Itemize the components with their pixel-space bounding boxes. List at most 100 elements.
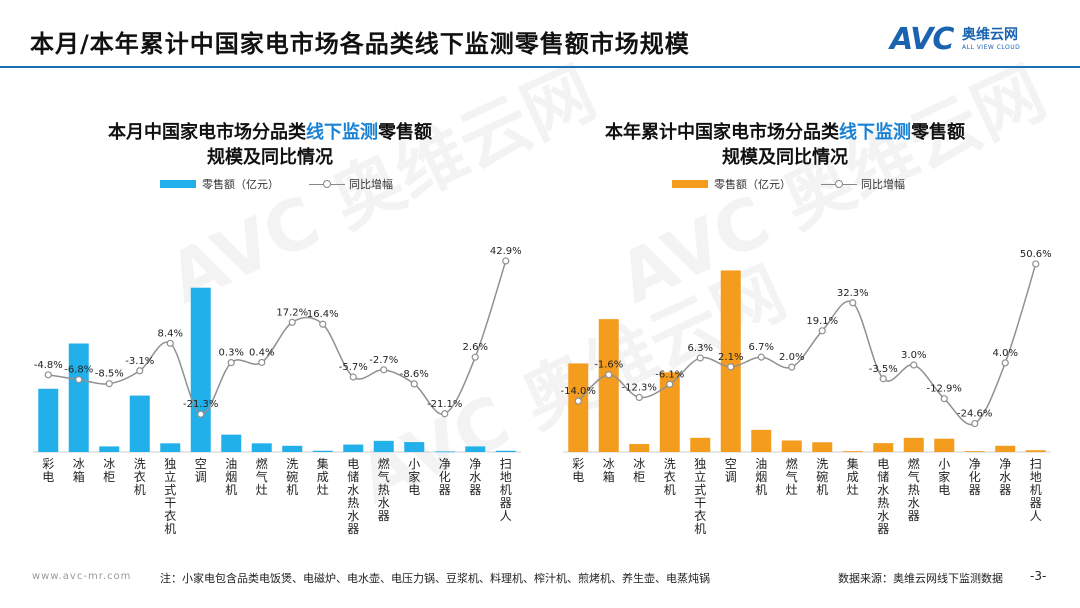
right-category-label: 电储水热水器	[877, 457, 889, 536]
header-rule	[0, 66, 1080, 68]
right-bar	[812, 442, 833, 452]
right-growth-point	[788, 363, 796, 371]
right-bar	[598, 319, 619, 452]
right-category-label: 净水器	[999, 457, 1011, 497]
right-growth-label: 2.0%	[779, 352, 804, 363]
right-chart-title: 本年累计中国家电市场分品类线下监测零售额 规模及同比情况	[570, 120, 1000, 170]
right-growth-label: 6.3%	[688, 343, 713, 354]
right-bar	[995, 445, 1016, 452]
right-category-label: 净化器	[969, 457, 981, 497]
right-bar	[1025, 450, 1046, 452]
left-growth-label: 8.4%	[158, 328, 183, 339]
left-category-label: 空调	[195, 457, 207, 484]
left-growth-label: -2.7%	[369, 355, 398, 366]
left-category-label: 冰箱	[73, 457, 85, 484]
left-growth-point	[410, 380, 418, 388]
left-growth-label: -21.3%	[183, 399, 218, 410]
right-category-label: 冰柜	[633, 457, 645, 484]
left-category-label: 小家电	[408, 457, 420, 497]
right-growth-label: -3.5%	[869, 364, 898, 375]
left-growth-label: 17.2%	[276, 307, 308, 318]
left-bar	[495, 450, 516, 452]
left-growth-point	[349, 373, 357, 381]
right-bar	[629, 444, 650, 452]
right-growth-label: 19.1%	[806, 316, 838, 327]
left-growth-point	[75, 376, 83, 384]
page-title: 本月/本年累计中国家电市场各品类线下监测零售额市场规模	[30, 30, 690, 58]
left-category-label: 彩电	[42, 457, 54, 484]
left-category-label: 冰柜	[103, 457, 115, 484]
right-bar	[751, 429, 772, 452]
right-growth-label: -14.0%	[561, 386, 596, 397]
right-growth-point	[666, 380, 674, 388]
right-growth-point	[849, 299, 857, 307]
right-title-suffix: 零售额	[911, 122, 965, 143]
left-growth-label: -8.5%	[95, 369, 124, 380]
left-bar	[434, 451, 455, 453]
left-title-line2: 规模及同比情况	[207, 147, 333, 168]
left-category-label: 净水器	[469, 457, 481, 497]
right-growth-label: 4.0%	[993, 348, 1018, 359]
left-growth-label: 0.4%	[249, 347, 274, 358]
right-growth-label: 6.7%	[749, 342, 774, 353]
left-growth-point	[136, 367, 144, 375]
left-bar	[190, 287, 211, 452]
right-bar	[659, 372, 680, 452]
left-growth-line	[48, 260, 507, 415]
right-bar	[842, 451, 863, 452]
right-bar	[934, 438, 955, 452]
left-bar	[312, 450, 333, 452]
right-title-line2: 规模及同比情况	[722, 147, 848, 168]
left-legend-line-swatch	[309, 179, 345, 189]
right-bar	[781, 440, 802, 452]
left-category-label: 独立式干衣机	[164, 457, 176, 536]
left-category-label: 扫地机器人	[500, 457, 512, 523]
left-bar	[99, 446, 120, 452]
left-title-suffix: 零售额	[378, 122, 432, 143]
right-bar	[720, 270, 741, 452]
right-category-label: 洗衣机	[664, 457, 676, 497]
right-growth-point	[971, 419, 979, 428]
left-growth-label: 16.4%	[307, 309, 339, 320]
left-bar	[343, 444, 364, 452]
right-growth-point	[1001, 359, 1009, 367]
left-bar	[129, 395, 150, 452]
footer-url: www.avc-mr.com	[32, 571, 132, 582]
right-growth-point	[605, 371, 613, 379]
right-bar	[903, 437, 924, 452]
left-category-label: 油烟机	[225, 457, 237, 497]
left-bar	[68, 343, 89, 452]
page-number: -3-	[1030, 569, 1047, 583]
right-category-label: 燃气灶	[786, 456, 798, 497]
right-bar	[690, 437, 711, 452]
left-growth-label: -21.1%	[427, 399, 462, 410]
right-growth-point	[635, 393, 643, 402]
left-chart-title: 本月中国家电市场分品类线下监测零售额 规模及同比情况	[60, 120, 480, 170]
left-growth-point	[441, 410, 449, 418]
right-growth-point	[574, 397, 582, 405]
left-growth-point	[380, 366, 388, 374]
right-legend-bar-label: 零售额（亿元）	[714, 178, 791, 191]
left-growth-point	[471, 353, 479, 361]
right-growth-point	[757, 353, 765, 361]
left-growth-point	[227, 359, 235, 367]
left-legend: 零售额（亿元） 同比增幅	[160, 176, 393, 192]
right-legend: 零售额（亿元） 同比增幅	[672, 176, 905, 192]
left-growth-point	[166, 339, 174, 347]
right-growth-line	[577, 263, 1037, 426]
right-category-label: 扫地机器人	[1030, 457, 1042, 523]
right-legend-bar-swatch	[672, 180, 708, 188]
left-category-label: 电储水热水器	[347, 457, 359, 536]
right-category-label: 独立式干衣机	[694, 457, 706, 536]
left-legend-line-label: 同比增幅	[349, 178, 393, 191]
left-category-label: 集成灶	[317, 456, 329, 497]
right-growth-label: -12.9%	[927, 384, 962, 395]
right-growth-label: -6.1%	[655, 369, 684, 380]
right-growth-point	[910, 361, 918, 369]
left-category-label: 洗碗机	[286, 457, 298, 497]
right-category-label: 洗碗机	[816, 457, 828, 497]
left-growth-label: -5.7%	[339, 362, 368, 373]
right-growth-label: 3.0%	[901, 350, 926, 361]
left-bar	[251, 443, 272, 452]
right-title-highlight: 线下监测	[839, 122, 911, 143]
